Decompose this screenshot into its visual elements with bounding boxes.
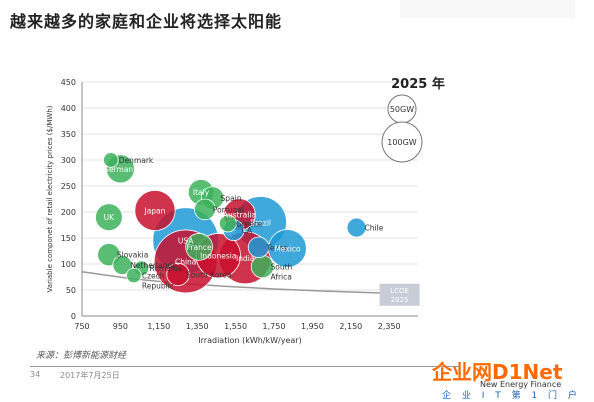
x-axis-label: Irradiation (kWh/kW/year) xyxy=(198,336,301,345)
footer-date: 2017年7月25日 xyxy=(60,371,120,380)
bubble-label-slovakia: Slovakia xyxy=(117,251,149,260)
lcoe-label: LCOE xyxy=(390,287,409,295)
bubble-label-chile: Chile xyxy=(365,224,384,233)
watermark-logo: 企业网D1Net xyxy=(432,360,563,384)
x-tick-label: 2,350 xyxy=(378,322,401,331)
x-tick-label: 1,350 xyxy=(186,322,209,331)
bubble-label-usa: USA xyxy=(178,237,194,246)
bubble-denmark xyxy=(103,152,119,168)
top-watermark-blur xyxy=(400,0,575,18)
bubble-texas xyxy=(247,236,270,259)
bubble-france xyxy=(185,233,213,261)
footer-divider xyxy=(30,366,460,367)
bubble-label-texas: Texas xyxy=(266,243,288,252)
y-tick-label: 150 xyxy=(61,234,76,243)
bubble-label-czech-republic: Republic xyxy=(142,281,174,290)
y-tick-label: 0 xyxy=(71,312,76,321)
bubble-label-india: India xyxy=(236,254,254,263)
footer-brand: New Energy Finance xyxy=(480,380,562,389)
bubble-portugal xyxy=(194,198,216,221)
y-tick-label: 200 xyxy=(61,208,76,217)
bubble-label-czech-republic: Czech xyxy=(142,271,165,280)
size-legend-title: 2025 年 xyxy=(391,76,445,92)
x-tick-label: 1,550 xyxy=(224,322,247,331)
x-tick-label: 750 xyxy=(74,322,89,331)
bubble-label-romania: Romania xyxy=(150,264,183,273)
x-tick-label: 950 xyxy=(113,322,128,331)
bubble-label-brazil: Brazil xyxy=(250,218,271,227)
bubble-label-south-korea: South Korea xyxy=(186,270,231,279)
y-tick-label: 450 xyxy=(61,78,76,87)
y-tick-label: 350 xyxy=(61,130,76,139)
bubble-label-france: France xyxy=(187,243,212,252)
bubble-label-netherlands: Netherlands xyxy=(130,261,176,270)
y-axis-label: Variable componet of retail electricity … xyxy=(46,105,54,292)
y-tick-label: 50 xyxy=(66,286,76,295)
page-title: 越来越多的家庭和企业将选择太阳能 xyxy=(10,12,283,31)
y-tick-label: 300 xyxy=(61,156,76,165)
bubble-label-greece: Greece xyxy=(236,219,263,228)
bubble-label-germany: Germany xyxy=(103,165,138,174)
page-number: 34 xyxy=(30,370,41,379)
bubble-czech-republic xyxy=(126,267,142,284)
bubble-label-mexico: Mexico xyxy=(274,244,301,253)
source-note: 来源：彭博新能源财经 xyxy=(36,351,127,361)
watermark-subtitle: 企 业 I T 第 1 门 户 xyxy=(442,391,581,401)
bubble-greece xyxy=(219,214,237,233)
y-tick-label: 100 xyxy=(61,260,76,269)
bubble-label-uk: UK xyxy=(104,213,115,222)
x-tick-label: 1,150 xyxy=(147,322,170,331)
bubble-chile xyxy=(346,217,367,238)
lcoe-label-box xyxy=(379,283,420,306)
size-legend-50gw-label: 50GW xyxy=(390,105,414,114)
bubble-label-china: China xyxy=(175,257,196,266)
bubble-label-denmark: Denmark xyxy=(119,156,154,165)
x-tick-label: 2,150 xyxy=(339,322,362,331)
y-tick-label: 250 xyxy=(61,182,76,191)
bubble-japan xyxy=(134,189,176,231)
bubble-label-portugal: Portugal xyxy=(213,205,244,214)
bubble-netherlands xyxy=(112,255,133,275)
size-legend-100gw-label: 100GW xyxy=(387,138,416,147)
bubble-label-japan: Japan xyxy=(143,206,165,215)
bubble-uk xyxy=(95,203,123,232)
lcoe-year: 2025 xyxy=(391,296,409,304)
size-legend-100gw xyxy=(381,121,423,163)
bubble-label-south-africa: South xyxy=(270,263,292,272)
bubble-label-indonesia: Indonesia xyxy=(200,252,236,261)
bubble-label-south-africa: Africa xyxy=(270,273,291,282)
x-tick-label: 1,950 xyxy=(301,322,324,331)
x-tick-label: 1,750 xyxy=(263,322,286,331)
y-tick-label: 400 xyxy=(61,104,76,113)
bubble-label-australia: Australia xyxy=(223,211,256,220)
bubble-label-ca: CA xyxy=(242,226,253,235)
bubble-south-korea xyxy=(166,262,190,287)
bubble-label-spain: Spain xyxy=(221,194,242,203)
bubble-label-italy: Italy xyxy=(193,188,210,197)
